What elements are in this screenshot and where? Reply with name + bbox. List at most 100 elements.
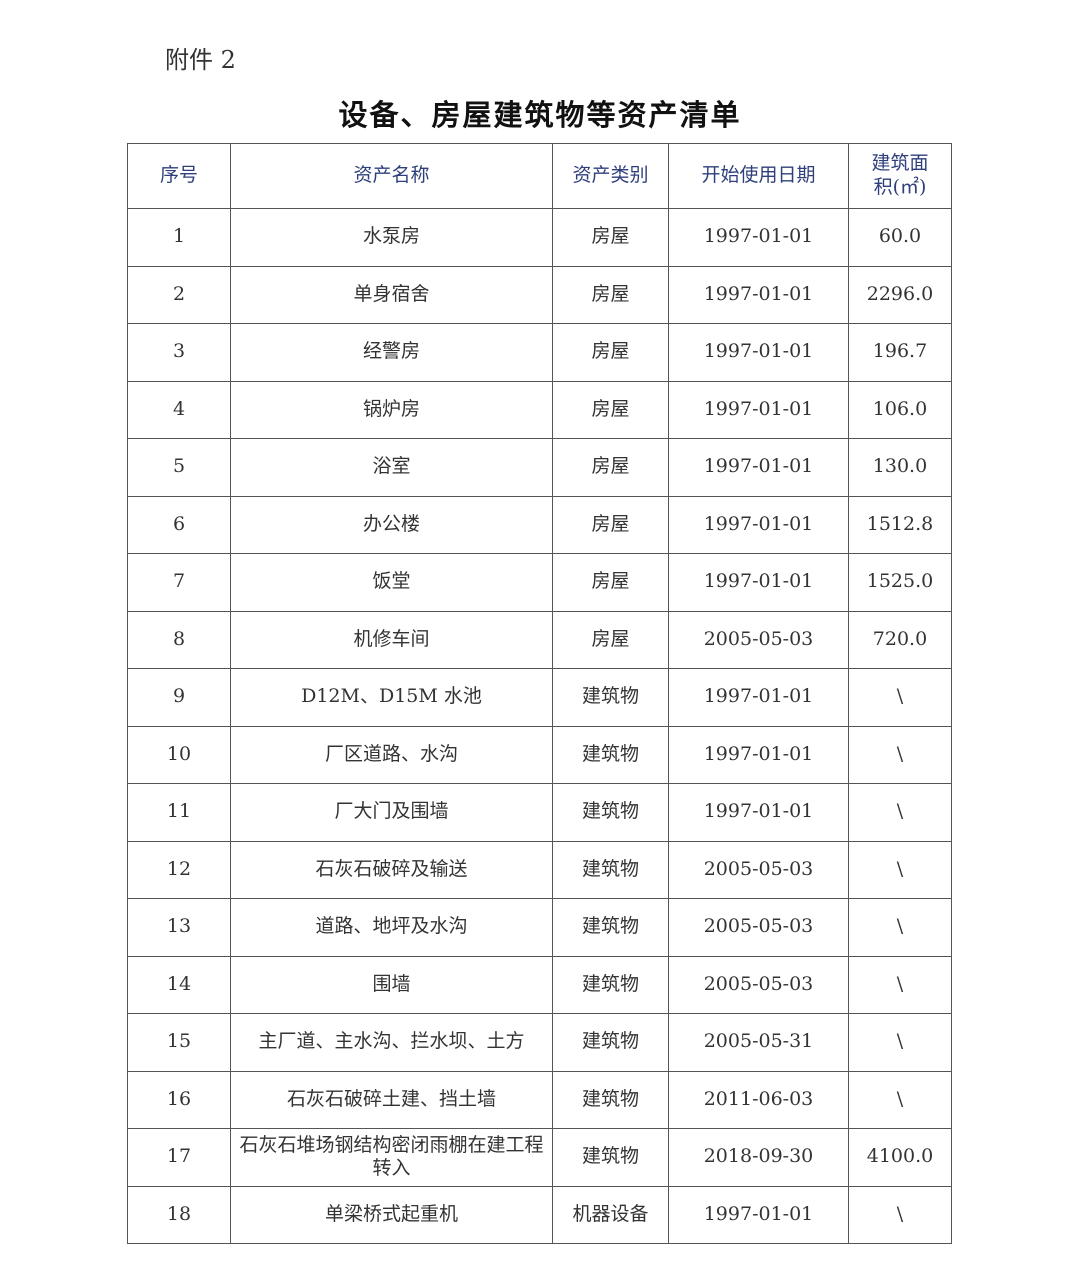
table-row: 1 水泵房 房屋 1997-01-01 60.0 bbox=[127, 208, 952, 267]
cell-floor-area: \ bbox=[848, 1070, 952, 1129]
cell-index: 7 bbox=[127, 553, 231, 612]
cell-asset-name: 单梁桥式起重机 bbox=[230, 1185, 553, 1244]
cell-floor-area: 2296.0 bbox=[848, 265, 952, 324]
cell-index: 17 bbox=[127, 1128, 231, 1187]
cell-asset-name: 锅炉房 bbox=[230, 380, 553, 439]
table-row: 13 道路、地坪及水沟 建筑物 2005-05-03 \ bbox=[127, 898, 952, 957]
cell-index: 2 bbox=[127, 265, 231, 324]
table-header-row: 序号 资产名称 资产类别 开始使用日期 建筑面积(㎡) bbox=[127, 143, 952, 209]
cell-asset-category: 房屋 bbox=[552, 208, 669, 267]
cell-asset-name: 厂大门及围墙 bbox=[230, 783, 553, 842]
cell-asset-category: 建筑物 bbox=[552, 898, 669, 957]
cell-asset-name: 浴室 bbox=[230, 438, 553, 497]
table-row: 15 主厂道、主水沟、拦水坝、土方 建筑物 2005-05-31 \ bbox=[127, 1013, 952, 1072]
cell-start-date: 2018-09-30 bbox=[668, 1128, 849, 1187]
cell-start-date: 1997-01-01 bbox=[668, 553, 849, 612]
cell-index: 16 bbox=[127, 1070, 231, 1129]
cell-floor-area: 196.7 bbox=[848, 323, 952, 382]
document-title: 设备、房屋建筑物等资产清单 bbox=[338, 98, 742, 132]
header-start-date: 开始使用日期 bbox=[668, 143, 849, 209]
cell-asset-name: 主厂道、主水沟、拦水坝、土方 bbox=[230, 1013, 553, 1072]
cell-asset-category: 建筑物 bbox=[552, 1070, 669, 1129]
cell-index: 5 bbox=[127, 438, 231, 497]
cell-start-date: 2011-06-03 bbox=[668, 1070, 849, 1129]
cell-floor-area: \ bbox=[848, 1013, 952, 1072]
cell-floor-area: 130.0 bbox=[848, 438, 952, 497]
cell-start-date: 1997-01-01 bbox=[668, 380, 849, 439]
cell-start-date: 1997-01-01 bbox=[668, 495, 849, 554]
cell-asset-name: 单身宿舍 bbox=[230, 265, 553, 324]
table-row: 7 饭堂 房屋 1997-01-01 1525.0 bbox=[127, 553, 952, 612]
attachment-label: 附件 2 bbox=[165, 46, 236, 74]
table-row: 17 石灰石堆场钢结构密闭雨棚在建工程转入 建筑物 2018-09-30 4100.0 bbox=[127, 1128, 952, 1187]
cell-floor-area: 106.0 bbox=[848, 380, 952, 439]
cell-asset-category: 房屋 bbox=[552, 265, 669, 324]
cell-asset-name: 石灰石堆场钢结构密闭雨棚在建工程转入 bbox=[230, 1128, 553, 1187]
cell-floor-area: 1512.8 bbox=[848, 495, 952, 554]
cell-index: 12 bbox=[127, 840, 231, 899]
cell-asset-name: 饭堂 bbox=[230, 553, 553, 612]
cell-floor-area: \ bbox=[848, 955, 952, 1014]
cell-index: 3 bbox=[127, 323, 231, 382]
header-floor-area: 建筑面积(㎡) bbox=[848, 143, 952, 209]
cell-asset-category: 建筑物 bbox=[552, 840, 669, 899]
cell-asset-name: 经警房 bbox=[230, 323, 553, 382]
table-row: 12 石灰石破碎及输送 建筑物 2005-05-03 \ bbox=[127, 840, 952, 899]
cell-floor-area: \ bbox=[848, 1185, 952, 1244]
cell-start-date: 2005-05-03 bbox=[668, 610, 849, 669]
cell-index: 13 bbox=[127, 898, 231, 957]
cell-index: 8 bbox=[127, 610, 231, 669]
cell-index: 14 bbox=[127, 955, 231, 1014]
cell-floor-area: 1525.0 bbox=[848, 553, 952, 612]
cell-asset-category: 房屋 bbox=[552, 323, 669, 382]
cell-asset-category: 建筑物 bbox=[552, 955, 669, 1014]
cell-floor-area: 60.0 bbox=[848, 208, 952, 267]
cell-floor-area: \ bbox=[848, 668, 952, 727]
cell-asset-name: 厂区道路、水沟 bbox=[230, 725, 553, 784]
cell-start-date: 1997-01-01 bbox=[668, 783, 849, 842]
header-asset-name: 资产名称 bbox=[230, 143, 553, 209]
asset-table: 序号 资产名称 资产类别 开始使用日期 建筑面积(㎡) 1 水泵房 房屋 1997-0… bbox=[127, 143, 952, 1244]
cell-asset-name: D12M、D15M 水池 bbox=[230, 668, 553, 727]
cell-start-date: 1997-01-01 bbox=[668, 725, 849, 784]
cell-floor-area: 4100.0 bbox=[848, 1128, 952, 1187]
cell-asset-category: 建筑物 bbox=[552, 668, 669, 727]
table-row: 5 浴室 房屋 1997-01-01 130.0 bbox=[127, 438, 952, 497]
cell-start-date: 1997-01-01 bbox=[668, 323, 849, 382]
table-row: 18 单梁桥式起重机 机器设备 1997-01-01 \ bbox=[127, 1185, 952, 1244]
cell-asset-name: 水泵房 bbox=[230, 208, 553, 267]
cell-index: 11 bbox=[127, 783, 231, 842]
cell-start-date: 1997-01-01 bbox=[668, 438, 849, 497]
table-row: 11 厂大门及围墙 建筑物 1997-01-01 \ bbox=[127, 783, 952, 842]
cell-asset-name: 石灰石破碎及输送 bbox=[230, 840, 553, 899]
cell-floor-area: \ bbox=[848, 840, 952, 899]
table-row: 8 机修车间 房屋 2005-05-03 720.0 bbox=[127, 610, 952, 669]
cell-floor-area: 720.0 bbox=[848, 610, 952, 669]
cell-start-date: 1997-01-01 bbox=[668, 1185, 849, 1244]
cell-index: 10 bbox=[127, 725, 231, 784]
cell-start-date: 1997-01-01 bbox=[668, 668, 849, 727]
table-row: 14 围墙 建筑物 2005-05-03 \ bbox=[127, 955, 952, 1014]
cell-start-date: 2005-05-31 bbox=[668, 1013, 849, 1072]
cell-floor-area: \ bbox=[848, 783, 952, 842]
cell-asset-category: 建筑物 bbox=[552, 725, 669, 784]
table-row: 6 办公楼 房屋 1997-01-01 1512.8 bbox=[127, 495, 952, 554]
table-row: 4 锅炉房 房屋 1997-01-01 106.0 bbox=[127, 380, 952, 439]
cell-asset-category: 房屋 bbox=[552, 380, 669, 439]
cell-asset-category: 建筑物 bbox=[552, 1013, 669, 1072]
table-row: 16 石灰石破碎土建、挡土墙 建筑物 2011-06-03 \ bbox=[127, 1070, 952, 1129]
cell-asset-name: 围墙 bbox=[230, 955, 553, 1014]
cell-asset-category: 房屋 bbox=[552, 610, 669, 669]
cell-index: 1 bbox=[127, 208, 231, 267]
table-row: 3 经警房 房屋 1997-01-01 196.7 bbox=[127, 323, 952, 382]
cell-floor-area: \ bbox=[848, 725, 952, 784]
cell-asset-name: 办公楼 bbox=[230, 495, 553, 554]
cell-asset-category: 房屋 bbox=[552, 495, 669, 554]
cell-index: 6 bbox=[127, 495, 231, 554]
cell-index: 15 bbox=[127, 1013, 231, 1072]
cell-asset-category: 建筑物 bbox=[552, 783, 669, 842]
table-row: 2 单身宿舍 房屋 1997-01-01 2296.0 bbox=[127, 265, 952, 324]
header-asset-category: 资产类别 bbox=[552, 143, 669, 209]
cell-index: 4 bbox=[127, 380, 231, 439]
cell-start-date: 2005-05-03 bbox=[668, 840, 849, 899]
